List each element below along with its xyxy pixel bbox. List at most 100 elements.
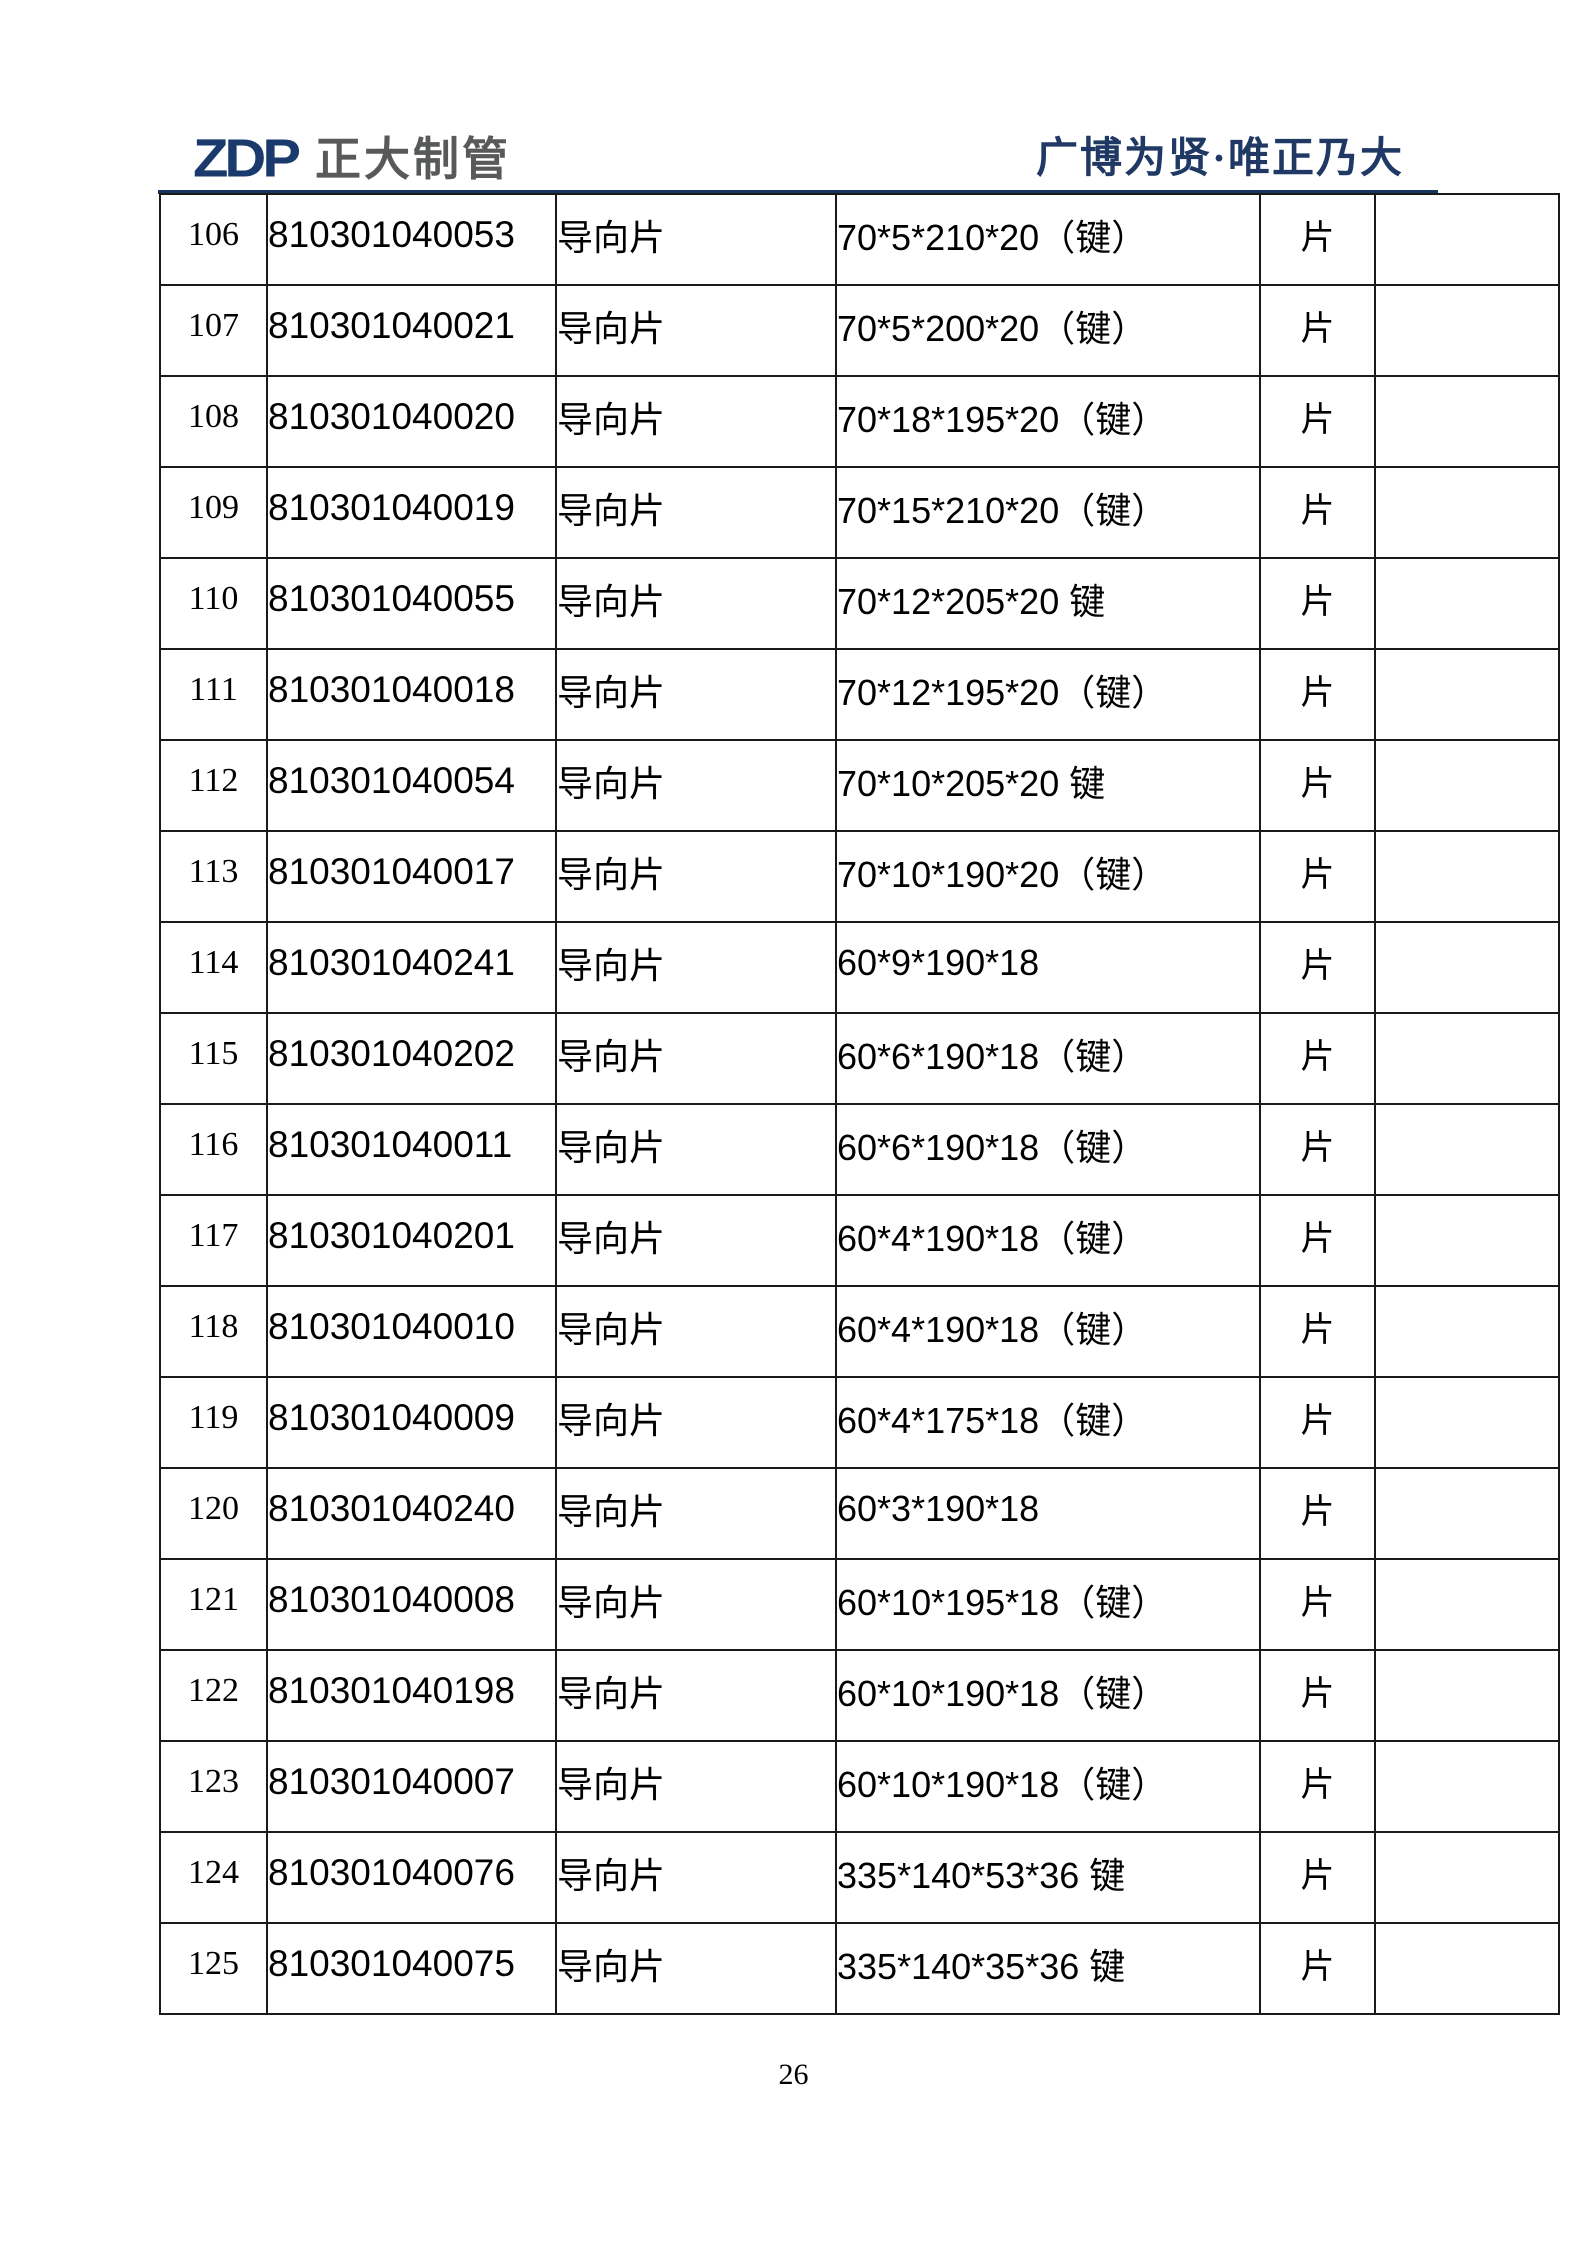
row-number-cell: 106 (159, 193, 268, 286)
table-row: 118 810301040010 导向片 60*4*190*18（键）片 (159, 1285, 1560, 1378)
table-row: 107 810301040021 导向片 70*5*200*20（键）片 (159, 284, 1560, 377)
spec-cell: 60*10*190*18（键） (835, 1740, 1261, 1833)
material-name-cell: 导向片 (555, 1376, 837, 1469)
material-name-cell: 导向片 (555, 739, 837, 832)
company-name: 正大制管 (315, 133, 511, 185)
spec-cell: 60*4*175*18（键） (835, 1376, 1261, 1469)
material-name-cell: 导向片 (555, 1194, 837, 1287)
material-code-cell: 810301040076 (266, 1831, 557, 1924)
table-row: 116 810301040011 导向片 60*6*190*18（键）片 (159, 1103, 1560, 1196)
unit-cell: 片 (1259, 1194, 1376, 1287)
material-code-cell: 810301040007 (266, 1740, 557, 1833)
spec-cell: 70*5*210*20（键） (835, 193, 1261, 286)
row-number-cell: 112 (159, 739, 268, 832)
material-code-cell: 810301040053 (266, 193, 557, 286)
note-cell (1374, 375, 1560, 468)
unit-cell: 片 (1259, 1922, 1376, 2015)
material-name-cell: 导向片 (555, 1103, 837, 1196)
row-number-cell: 118 (159, 1285, 268, 1378)
unit-cell: 片 (1259, 830, 1376, 923)
spec-cell: 70*12*205*20 键 (835, 557, 1261, 650)
table-row: 111 810301040018 导向片 70*12*195*20（键）片 (159, 648, 1560, 741)
table-row: 115 810301040202 导向片 60*6*190*18（键）片 (159, 1012, 1560, 1105)
material-name-cell: 导向片 (555, 193, 837, 286)
spec-cell: 60*9*190*18 (835, 921, 1261, 1014)
row-number-cell: 110 (159, 557, 268, 650)
material-name-cell: 导向片 (555, 375, 837, 468)
unit-cell: 片 (1259, 1376, 1376, 1469)
row-number-cell: 107 (159, 284, 268, 377)
unit-cell: 片 (1259, 1831, 1376, 1924)
row-number-cell: 109 (159, 466, 268, 559)
material-name-cell: 导向片 (555, 921, 837, 1014)
spec-cell: 60*4*190*18（键） (835, 1285, 1261, 1378)
material-code-cell: 810301040054 (266, 739, 557, 832)
note-cell (1374, 648, 1560, 741)
note-cell (1374, 1194, 1560, 1287)
spec-cell: 60*10*195*18（键） (835, 1558, 1261, 1651)
note-cell (1374, 1467, 1560, 1560)
material-code-cell: 810301040241 (266, 921, 557, 1014)
material-name-cell: 导向片 (555, 466, 837, 559)
company-slogan: 广博为贤·唯正乃大 (1035, 136, 1404, 182)
table-row: 123 810301040007 导向片 60*10*190*18（键）片 (159, 1740, 1560, 1833)
table-row: 119 810301040009 导向片 60*4*175*18（键）片 (159, 1376, 1560, 1469)
unit-cell: 片 (1259, 1740, 1376, 1833)
row-number-cell: 122 (159, 1649, 268, 1742)
material-code-cell: 810301040008 (266, 1558, 557, 1651)
note-cell (1374, 830, 1560, 923)
note-cell (1374, 739, 1560, 832)
page-number: 26 (778, 2058, 809, 2091)
spec-cell: 70*5*200*20（键） (835, 284, 1261, 377)
unit-cell: 片 (1259, 1558, 1376, 1651)
row-number-cell: 114 (159, 921, 268, 1014)
parts-table: 106 810301040053 导向片 70*5*210*20（键）片 107 8103… (159, 193, 1560, 2015)
table-row: 108 810301040020 导向片 70*18*195*20（键）片 (159, 375, 1560, 468)
material-code-cell: 810301040198 (266, 1649, 557, 1742)
note-cell (1374, 284, 1560, 377)
table-row: 106 810301040053 导向片 70*5*210*20（键）片 (159, 193, 1560, 286)
note-cell (1374, 1558, 1560, 1651)
note-cell (1374, 1285, 1560, 1378)
note-cell (1374, 1103, 1560, 1196)
spec-cell: 60*6*190*18（键） (835, 1103, 1261, 1196)
material-code-cell: 810301040009 (266, 1376, 557, 1469)
unit-cell: 片 (1259, 648, 1376, 741)
material-name-cell: 导向片 (555, 1285, 837, 1378)
material-name-cell: 导向片 (555, 830, 837, 923)
row-number-cell: 116 (159, 1103, 268, 1196)
material-name-cell: 导向片 (555, 1740, 837, 1833)
table-row: 110 810301040055 导向片 70*12*205*20 键片 (159, 557, 1560, 650)
note-cell (1374, 1012, 1560, 1105)
unit-cell: 片 (1259, 375, 1376, 468)
row-number-cell: 111 (159, 648, 268, 741)
spec-cell: 70*12*195*20（键） (835, 648, 1261, 741)
material-name-cell: 导向片 (555, 1922, 837, 2015)
table-row: 124 810301040076 导向片 335*140*53*36 键片 (159, 1831, 1560, 1924)
material-name-cell: 导向片 (555, 1831, 837, 1924)
material-code-cell: 810301040017 (266, 830, 557, 923)
material-code-cell: 810301040018 (266, 648, 557, 741)
note-cell (1374, 466, 1560, 559)
table-row: 112 810301040054 导向片 70*10*205*20 键片 (159, 739, 1560, 832)
material-name-cell: 导向片 (555, 648, 837, 741)
material-code-cell: 810301040021 (266, 284, 557, 377)
row-number-cell: 115 (159, 1012, 268, 1105)
table-row: 109 810301040019 导向片 70*15*210*20（键）片 (159, 466, 1560, 559)
note-cell (1374, 1740, 1560, 1833)
material-code-cell: 810301040202 (266, 1012, 557, 1105)
material-name-cell: 导向片 (555, 1012, 837, 1105)
unit-cell: 片 (1259, 1103, 1376, 1196)
table-row: 114 810301040241 导向片 60*9*190*18 片 (159, 921, 1560, 1014)
table-row: 113 810301040017 导向片 70*10*190*20（键）片 (159, 830, 1560, 923)
unit-cell: 片 (1259, 1467, 1376, 1560)
material-code-cell: 810301040240 (266, 1467, 557, 1560)
row-number-cell: 108 (159, 375, 268, 468)
row-number-cell: 125 (159, 1922, 268, 2015)
spec-cell: 70*10*205*20 键 (835, 739, 1261, 832)
table-row: 122 810301040198 导向片 60*10*190*18（键）片 (159, 1649, 1560, 1742)
row-number-cell: 119 (159, 1376, 268, 1469)
material-code-cell: 810301040201 (266, 1194, 557, 1287)
unit-cell: 片 (1259, 466, 1376, 559)
material-name-cell: 导向片 (555, 1467, 837, 1560)
